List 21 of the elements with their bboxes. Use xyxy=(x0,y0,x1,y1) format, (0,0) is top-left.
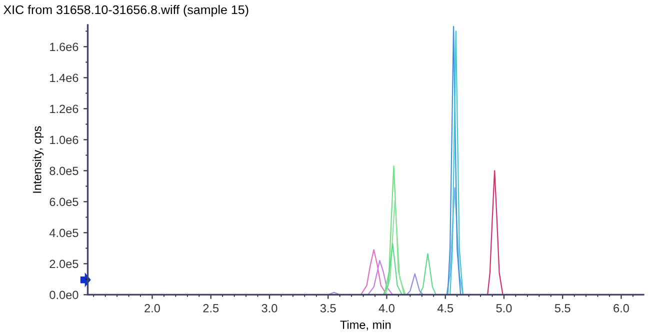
x-tick-label: 4.0 xyxy=(378,304,394,312)
x-tick-label: 3.5 xyxy=(320,304,336,312)
y-axis-title: Intensity, cps xyxy=(32,126,44,193)
x-tick-label: 5.0 xyxy=(496,304,512,312)
y-tick-label: 4.0e5 xyxy=(49,228,78,238)
y-tick-label: 0.0e0 xyxy=(50,290,78,300)
x-tick-label: 2.5 xyxy=(203,304,219,312)
chart-title: XIC from 31658.10-31656.8.wiff (sample 15) xyxy=(4,4,248,17)
x-tick-label: 5.5 xyxy=(554,304,570,312)
y-tick-label: 1.4e6 xyxy=(50,74,78,82)
y-tick-label: 1.2e6 xyxy=(50,104,78,114)
x-tick-label: 3.0 xyxy=(262,304,278,312)
x-tick-label: 4.5 xyxy=(437,304,454,312)
y-tick-label: 1.6e6 xyxy=(50,42,78,52)
x-tick-label: 2.0 xyxy=(144,304,160,312)
x-axis-title: Time, min xyxy=(340,320,391,330)
y-tick-label: 8.0e5 xyxy=(50,166,78,176)
y-tick-label: 2.0e5 xyxy=(50,260,78,268)
x-tick-label: 6.0 xyxy=(614,304,629,312)
y-tick-label: 6.0e5 xyxy=(50,198,78,206)
y-tick-label: 1.0e6 xyxy=(50,136,78,144)
